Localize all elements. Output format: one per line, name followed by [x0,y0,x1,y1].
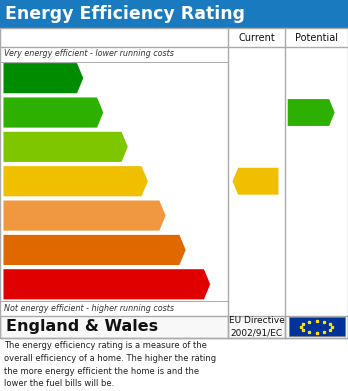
Text: Not energy efficient - higher running costs: Not energy efficient - higher running co… [4,303,174,313]
Text: (21-38): (21-38) [7,246,35,255]
Text: (92-100): (92-100) [7,74,40,83]
Text: C: C [124,140,133,153]
Polygon shape [3,166,148,196]
Bar [289,317,345,336]
Text: (55-68): (55-68) [7,177,35,186]
Text: (39-54): (39-54) [7,211,35,220]
Polygon shape [288,99,335,126]
Bar [0,316,348,338]
Text: A: A [79,72,89,85]
Polygon shape [3,269,210,300]
Text: (69-80): (69-80) [7,142,35,151]
Text: F: F [181,244,190,256]
Polygon shape [3,97,103,127]
Polygon shape [3,235,186,265]
Text: Very energy efficient - lower running costs: Very energy efficient - lower running co… [4,49,174,58]
Text: Current: Current [238,32,275,43]
Text: The energy efficiency rating is a measure of the
overall efficiency of a home. T: The energy efficiency rating is a measur… [4,341,216,388]
Polygon shape [3,201,166,231]
Polygon shape [3,63,83,93]
Text: (1-20): (1-20) [7,280,30,289]
Bar [0,28,348,338]
Text: EU Directive
2002/91/EC: EU Directive 2002/91/EC [229,316,285,337]
Polygon shape [3,132,128,162]
Text: England & Wales: England & Wales [6,319,158,334]
Bar [0,0,348,28]
Text: D: D [143,175,155,188]
Text: 88: 88 [299,106,318,120]
Polygon shape [232,168,278,195]
Text: B: B [99,106,109,119]
Text: (81-91): (81-91) [7,108,35,117]
Text: E: E [161,209,171,222]
Text: 65: 65 [248,174,268,188]
Text: Energy Efficiency Rating: Energy Efficiency Rating [5,5,245,23]
Text: Potential: Potential [295,32,338,43]
Text: G: G [206,278,217,291]
